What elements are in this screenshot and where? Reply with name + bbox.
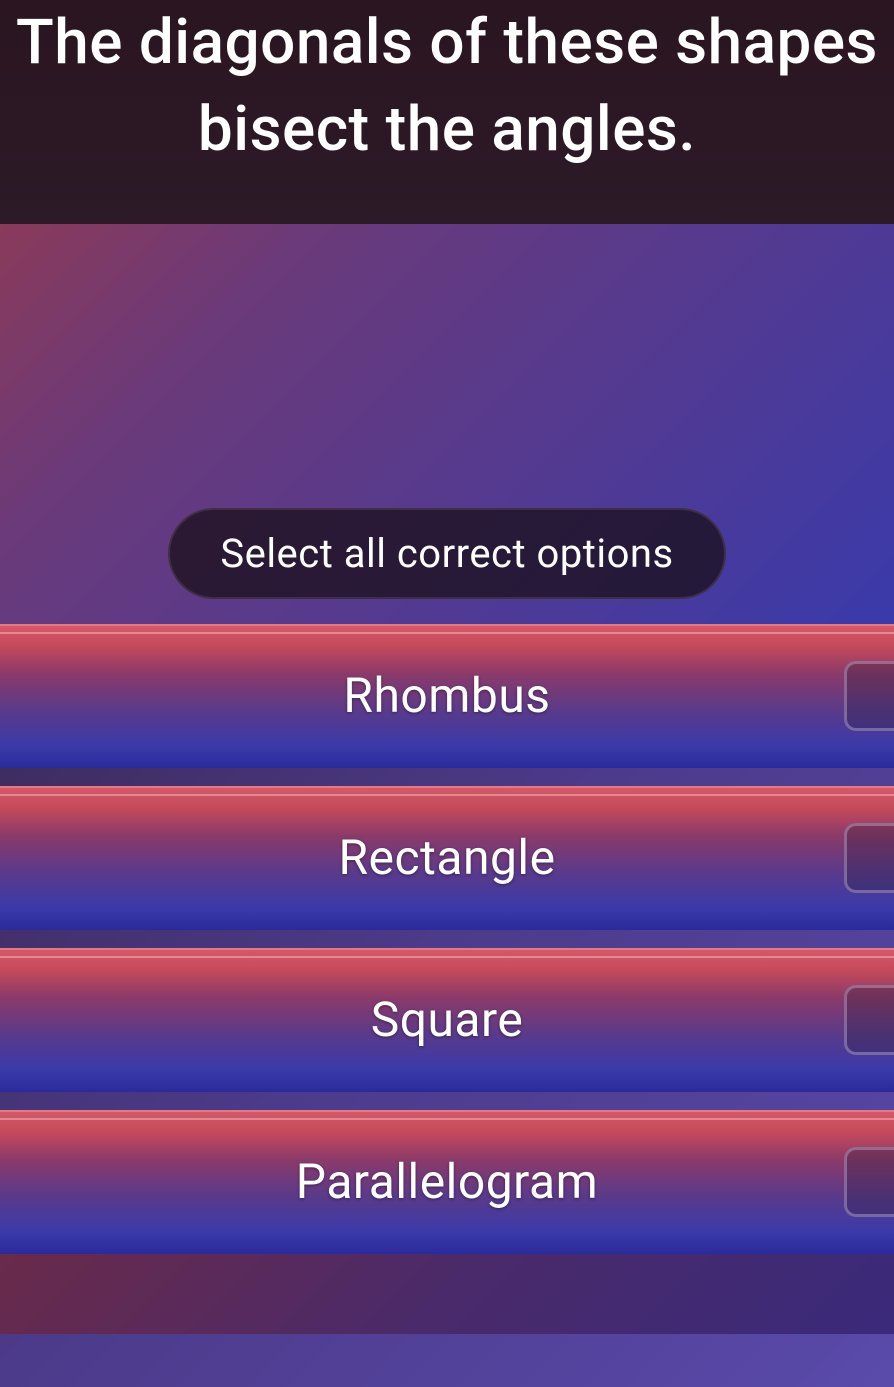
option-label: Parallelogram (296, 1153, 598, 1210)
option-label: Square (371, 991, 524, 1048)
option-label: Rhombus (343, 667, 550, 724)
option-rectangle[interactable]: Rectangle (0, 786, 894, 930)
checkbox-rectangle[interactable] (844, 823, 894, 893)
option-square[interactable]: Square (0, 948, 894, 1092)
options-container: Rhombus Rectangle Square Parallelogram (0, 624, 894, 1254)
question-header: The diagonals of these shapes bisect the… (0, 0, 894, 224)
option-parallelogram[interactable]: Parallelogram (0, 1110, 894, 1254)
option-rhombus[interactable]: Rhombus (0, 624, 894, 768)
footer-gradient (0, 1254, 894, 1334)
content-area: Select all correct options (0, 224, 894, 624)
option-label: Rectangle (338, 829, 555, 886)
instruction-pill: Select all correct options (168, 508, 725, 599)
question-text: The diagonals of these shapes bisect the… (15, 0, 879, 174)
checkbox-rhombus[interactable] (844, 661, 894, 731)
checkbox-square[interactable] (844, 985, 894, 1055)
checkbox-parallelogram[interactable] (844, 1147, 894, 1217)
